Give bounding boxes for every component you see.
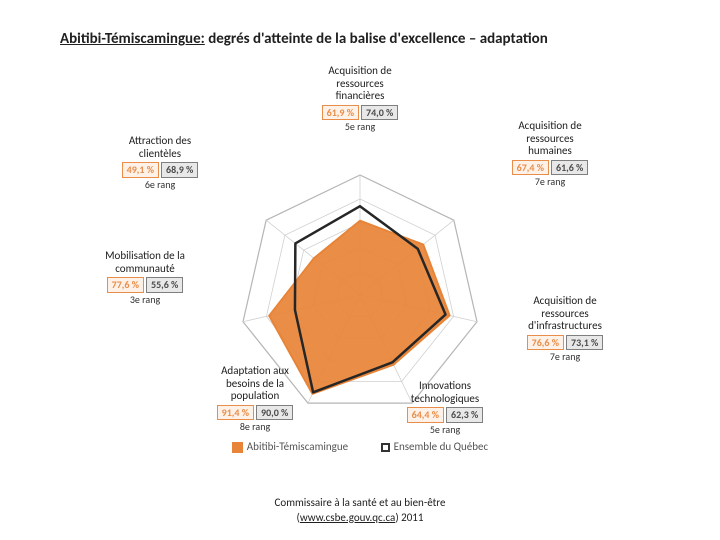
rank: 6e rang xyxy=(90,179,230,191)
stat-region: 67,4 % xyxy=(512,160,549,176)
axis-text: Acquisition de xyxy=(495,295,635,308)
footer-year: 2011 xyxy=(399,511,424,524)
axis-label-1: Acquisition deressourceshumaines67,4 %61… xyxy=(480,120,620,188)
legend-swatch-region xyxy=(232,442,243,453)
title-prefix: Abitibi-Témiscamingue: xyxy=(60,30,205,48)
axis-text: Mobilisation de la xyxy=(75,250,215,263)
stat-region: 64,4 % xyxy=(407,407,444,423)
axis-text: Acquisition de xyxy=(480,120,620,133)
stat-region: 61,9 % xyxy=(322,105,359,121)
legend-label-region: Abitibi-Témiscamingue xyxy=(247,440,348,453)
rank: 8e rang xyxy=(185,421,325,433)
axis-label-2: Acquisition deressourcesd'infrastructure… xyxy=(495,295,635,363)
axis-label-3: Innovationstechnologiques64,4 %62,3 %5e … xyxy=(375,380,515,435)
stat-region: 91,4 % xyxy=(217,405,254,421)
stat-qc: 62,3 % xyxy=(446,407,483,423)
stat-qc: 73,1 % xyxy=(566,335,603,351)
radar-chart-container: Acquisition deressourcesfinancières61,9 … xyxy=(0,65,720,465)
rank: 3e rang xyxy=(75,294,215,306)
stat-region: 76,6 % xyxy=(527,335,564,351)
stat-qc: 55,6 % xyxy=(146,277,183,293)
axis-text: Adaptation aux xyxy=(185,365,325,378)
footer: Commissaire à la santé et au bien-être (… xyxy=(0,496,720,525)
stat-qc: 74,0 % xyxy=(361,105,398,121)
legend-swatch-qc xyxy=(381,443,390,452)
axis-text: humaines xyxy=(480,145,620,158)
axis-label-4: Adaptation auxbesoins de lapopulation91,… xyxy=(185,365,325,433)
axis-text: clientèles xyxy=(90,148,230,161)
stat-region: 49,1 % xyxy=(122,162,159,178)
stat-qc: 68,9 % xyxy=(161,162,198,178)
stat-qc: 61,6 % xyxy=(551,160,588,176)
stat-qc: 90,0 % xyxy=(256,405,293,421)
legend: Abitibi-Témiscamingue Ensemble du Québec xyxy=(0,440,720,453)
axis-label-0: Acquisition deressourcesfinancières61,9 … xyxy=(290,65,430,133)
rank: 7e rang xyxy=(480,176,620,188)
footer-link[interactable]: www.csbe.gouv.qc.ca xyxy=(300,511,395,524)
axis-text: technologiques xyxy=(375,393,515,406)
axis-text: d'infrastructures xyxy=(495,320,635,333)
axis-text: Innovations xyxy=(375,380,515,393)
rank: 5e rang xyxy=(290,121,430,133)
axis-text: Attraction des xyxy=(90,135,230,148)
page: Abitibi-Témiscamingue: degrés d'atteinte… xyxy=(0,0,720,540)
rank: 7e rang xyxy=(495,351,635,363)
axis-label-6: Attraction desclientèles49,1 %68,9 %6e r… xyxy=(90,135,230,190)
axis-text: communauté xyxy=(75,263,215,276)
title-rest: degrés d'atteinte de la balise d'excelle… xyxy=(205,30,548,48)
axis-text: population xyxy=(185,390,325,403)
legend-label-qc: Ensemble du Québec xyxy=(394,440,489,453)
axis-text: financières xyxy=(290,90,430,103)
rank: 5e rang xyxy=(375,424,515,436)
stat-region: 77,6 % xyxy=(107,277,144,293)
page-title: Abitibi-Témiscamingue: degrés d'atteinte… xyxy=(60,30,680,48)
footer-line1: Commissaire à la santé et au bien-être xyxy=(0,496,720,510)
axis-label-5: Mobilisation de lacommunauté77,6 %55,6 %… xyxy=(75,250,215,305)
axis-text: Acquisition de xyxy=(290,65,430,78)
